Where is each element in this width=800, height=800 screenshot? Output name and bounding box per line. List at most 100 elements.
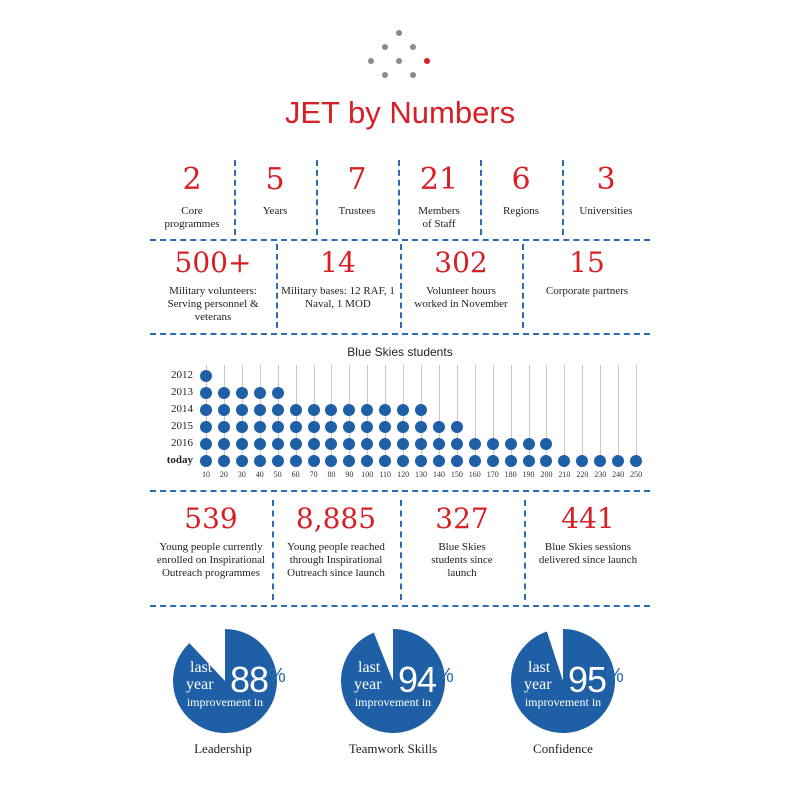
chart-dot bbox=[612, 455, 625, 467]
x-tick-label: 240 bbox=[612, 470, 625, 479]
y-category-label: 2013 bbox=[171, 386, 193, 398]
stat-universities: 3 Universities bbox=[564, 165, 648, 218]
chart-dot bbox=[361, 455, 374, 467]
chart-dot bbox=[486, 455, 499, 467]
divider bbox=[150, 333, 650, 335]
x-tick-label: 40 bbox=[255, 470, 264, 479]
gauge-percent-sign: % bbox=[606, 665, 624, 687]
gauge-name: Leadership bbox=[194, 741, 252, 756]
grid-line bbox=[456, 365, 458, 465]
chart-dot bbox=[540, 438, 553, 450]
chart-dot bbox=[343, 438, 356, 450]
grid-line bbox=[438, 365, 440, 465]
x-tick-label: 230 bbox=[594, 470, 607, 479]
chart-dot bbox=[594, 455, 607, 467]
chart-dot bbox=[200, 387, 212, 399]
divider bbox=[562, 160, 564, 235]
stat-value: 3 bbox=[596, 162, 616, 197]
chart-dot bbox=[253, 455, 266, 467]
chart-dot bbox=[432, 438, 445, 450]
stat-value: 14 bbox=[320, 246, 356, 279]
jet-logo bbox=[364, 28, 434, 88]
chart-dot bbox=[289, 421, 302, 433]
gauge-improvement-label: improvement in bbox=[354, 695, 432, 709]
grid-line bbox=[564, 365, 566, 465]
chart-dot bbox=[271, 421, 284, 433]
divider bbox=[234, 160, 236, 235]
stat-label: Corporate partners bbox=[545, 285, 629, 297]
chart-dot bbox=[343, 404, 356, 416]
chart-dot bbox=[486, 438, 499, 450]
gauge-fill bbox=[340, 629, 445, 733]
chart-dot bbox=[432, 421, 445, 433]
divider bbox=[276, 244, 278, 328]
chart-dot bbox=[307, 438, 320, 450]
page-title: JET by Numbers bbox=[284, 95, 516, 130]
gauge-last-label: last bbox=[358, 659, 381, 676]
divider bbox=[400, 244, 402, 328]
grid-line bbox=[600, 365, 602, 465]
logo-dot bbox=[368, 58, 374, 64]
chart-dot bbox=[450, 455, 463, 467]
chart-dot bbox=[450, 421, 463, 433]
chart-dot bbox=[217, 404, 230, 416]
gauge-year-label: year bbox=[186, 676, 214, 693]
stat-label: Blue Skies students since launch bbox=[431, 541, 493, 579]
stat-value: 7 bbox=[347, 162, 367, 197]
divider bbox=[400, 500, 402, 600]
stat-label: Blue Skies sessions delivered since laun… bbox=[538, 541, 638, 566]
gauge-graphic bbox=[340, 629, 445, 733]
stat-value: 2 bbox=[182, 162, 202, 197]
chart-dot bbox=[289, 438, 302, 450]
chart-dot bbox=[343, 421, 356, 433]
divider bbox=[398, 160, 400, 235]
chart-dot bbox=[397, 455, 410, 467]
y-category-label: 2016 bbox=[171, 437, 193, 449]
logo-dot-red bbox=[424, 58, 430, 64]
stat-regions: 6 Regions bbox=[482, 165, 560, 218]
grid-line bbox=[546, 365, 548, 465]
x-tick-label: 120 bbox=[397, 470, 410, 479]
divider bbox=[272, 500, 274, 600]
x-tick-label: 210 bbox=[558, 470, 571, 479]
chart-dot bbox=[540, 455, 553, 467]
gauge-year-label: year bbox=[354, 676, 382, 693]
stat-military-bases: 14 Military bases: 12 RAF, 1 Naval, 1 MO… bbox=[278, 249, 398, 311]
stat-label: Military bases: 12 RAF, 1 Naval, 1 MOD bbox=[281, 285, 395, 310]
divider bbox=[150, 239, 650, 241]
x-tick-label: 20 bbox=[219, 470, 228, 479]
chart-dot bbox=[415, 438, 428, 450]
grid-line bbox=[636, 365, 638, 465]
stat-young-people-reached: 8,885 Young people reached through Inspi… bbox=[274, 505, 398, 580]
gauge-improvement-label: improvement in bbox=[186, 695, 264, 709]
gauge-year-label: year bbox=[524, 676, 552, 693]
stat-core-programmes: 2 Core programmes bbox=[152, 165, 232, 231]
grid-line bbox=[510, 365, 512, 465]
x-tick-label: 130 bbox=[415, 470, 428, 479]
gauge-last-label: last bbox=[190, 659, 213, 676]
stat-corporate-partners: 15 Corporate partners bbox=[524, 249, 650, 298]
chart-dot bbox=[271, 455, 284, 467]
divider bbox=[150, 605, 650, 607]
chart-dot bbox=[217, 387, 230, 399]
chart-dot bbox=[217, 421, 230, 433]
chart-dot bbox=[235, 404, 248, 416]
gauge-teamwork: last year 94 % improvement in bbox=[338, 626, 454, 736]
divider bbox=[480, 160, 482, 235]
chart-dot bbox=[253, 438, 266, 450]
stat-trustees: 7 Trustees bbox=[318, 165, 396, 218]
stat-staff: 21 Members of Staff bbox=[400, 165, 478, 231]
stat-label: Regions bbox=[502, 205, 540, 217]
x-tick-label: 30 bbox=[237, 470, 246, 479]
gauge-fill bbox=[511, 629, 616, 733]
chart-dot bbox=[200, 438, 212, 450]
stat-blue-skies-sessions: 441 Blue Skies sessions delivered since … bbox=[526, 505, 650, 567]
stat-value: 539 bbox=[184, 502, 238, 535]
divider bbox=[522, 244, 524, 328]
chart-dot bbox=[307, 421, 320, 433]
x-tick-label: 10 bbox=[202, 470, 210, 479]
chart-dot bbox=[200, 421, 212, 433]
gauge-graphic bbox=[511, 629, 616, 733]
gauge-last-label: last bbox=[528, 659, 551, 676]
gauge-percent: 94 bbox=[398, 659, 437, 700]
